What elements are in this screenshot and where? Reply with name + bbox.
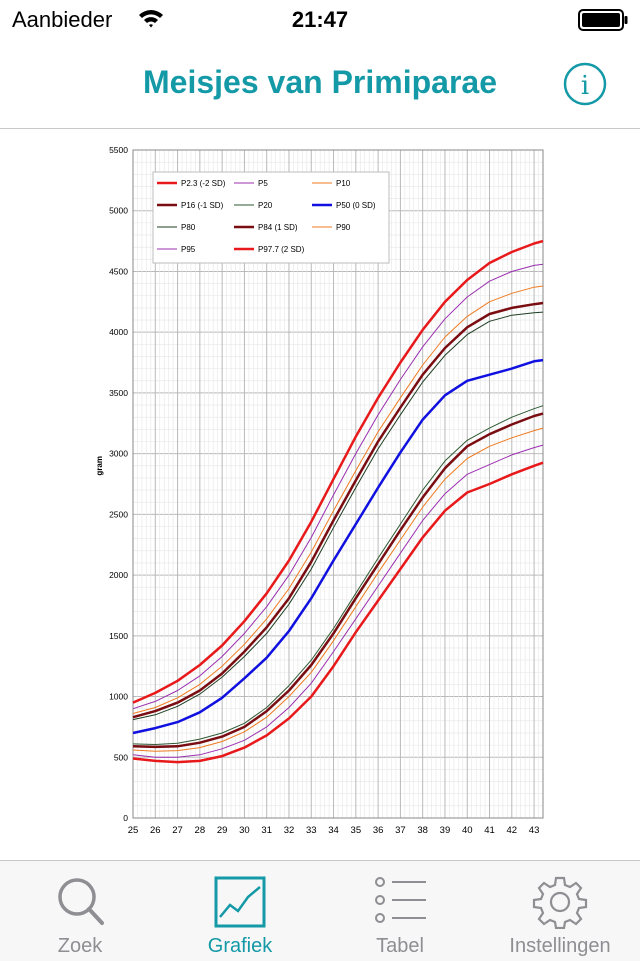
series-line xyxy=(132,301,544,719)
legend-label: P10 xyxy=(336,179,351,188)
y-axis-label: gram xyxy=(95,456,104,476)
chart-icon xyxy=(214,876,266,928)
x-tick-label: 36 xyxy=(373,825,384,836)
legend-label: P90 xyxy=(336,223,351,232)
x-tick-label: 40 xyxy=(462,825,473,836)
gear-icon xyxy=(532,876,588,929)
legend-label: P20 xyxy=(258,201,273,210)
y-tick-label: 4500 xyxy=(109,266,128,276)
x-tick-label: 31 xyxy=(261,825,272,836)
legend-label: P16 (-1 SD) xyxy=(181,201,224,210)
growth-chart-svg: 0 500 1000 1500 2000 2500 3000 3500 4000 4500 5000… xyxy=(95,145,544,836)
page-title: Meisjes van Primiparae xyxy=(143,64,497,100)
series-line xyxy=(132,285,544,714)
tab-instellingen[interactable]: Instellingen xyxy=(480,861,640,961)
y-tick-label: 5500 xyxy=(109,145,128,155)
list-icon xyxy=(375,877,426,923)
x-tick-label: 37 xyxy=(395,825,406,836)
x-tick-label: 30 xyxy=(239,825,250,836)
y-tick-label: 2500 xyxy=(109,509,128,519)
svg-text:i: i xyxy=(581,71,589,101)
tab-label: Tabel xyxy=(376,935,424,957)
series-line xyxy=(132,405,544,745)
x-tick-label: 33 xyxy=(306,825,317,836)
legend-label: P5 xyxy=(258,179,268,188)
info-circle-icon[interactable]: i xyxy=(563,62,607,106)
navigation-bar: Meisjes van Primiparae i xyxy=(0,40,640,129)
wifi-icon xyxy=(139,10,163,28)
y-tick-label: 3000 xyxy=(109,449,128,459)
y-tick-label: 4000 xyxy=(109,327,128,337)
x-tick-label: 32 xyxy=(284,825,295,836)
x-tick-label: 38 xyxy=(417,825,428,836)
legend-label: P97.7 (2 SD) xyxy=(258,245,305,254)
y-tick-label: 2000 xyxy=(109,570,128,580)
series-line xyxy=(132,444,544,758)
series-line xyxy=(132,239,544,704)
series-line xyxy=(132,461,544,764)
search-icon xyxy=(58,878,104,925)
tab-label: Zoek xyxy=(57,935,103,957)
x-tick-label: 43 xyxy=(529,825,540,836)
legend-label: P84 (1 SD) xyxy=(258,223,298,232)
y-tick-label: 500 xyxy=(114,752,128,762)
tab-label: Grafiek xyxy=(207,935,273,957)
tab-label: Instellingen xyxy=(509,935,611,957)
x-tick-label: 39 xyxy=(440,825,451,836)
y-tick-label: 0 xyxy=(123,813,128,823)
tab-zoek[interactable]: Zoek xyxy=(0,861,160,961)
tab-bar: Zoek Grafiek Tabel Instellingen xyxy=(0,860,640,961)
legend-label: P95 xyxy=(181,245,196,254)
series-line xyxy=(132,358,544,735)
series-line xyxy=(132,311,544,721)
legend-label: P50 (0 SD) xyxy=(336,201,376,210)
x-tick-label: 34 xyxy=(328,825,339,836)
x-tick-label: 28 xyxy=(195,825,206,836)
x-tick-label: 27 xyxy=(172,825,183,836)
series-line xyxy=(132,427,544,752)
y-tick-label: 1000 xyxy=(109,692,128,702)
growth-chart: 0 500 1000 1500 2000 2500 3000 3500 4000 4500 5000… xyxy=(0,129,640,860)
legend-label: P80 xyxy=(181,223,196,232)
x-tick-label: 41 xyxy=(484,825,495,836)
clock-label: 21:47 xyxy=(291,7,349,32)
plot-frame xyxy=(132,149,544,819)
x-tick-label: 35 xyxy=(351,825,362,836)
legend-label: P2.3 (-2 SD) xyxy=(181,179,226,188)
x-tick-label: 42 xyxy=(507,825,518,836)
tab-grafiek[interactable]: Grafiek xyxy=(160,861,320,961)
legend-box xyxy=(152,171,390,264)
x-tick-label: 25 xyxy=(128,825,139,836)
series-line xyxy=(132,412,544,749)
status-bar: Aanbieder 21:47 xyxy=(0,0,640,40)
y-tick-label: 5000 xyxy=(109,206,128,216)
series-line xyxy=(132,263,544,710)
x-tick-label: 29 xyxy=(217,825,228,836)
tab-tabel[interactable]: Tabel xyxy=(320,861,480,961)
battery-icon xyxy=(578,9,628,31)
y-tick-label: 3500 xyxy=(109,388,128,398)
y-tick-label: 1500 xyxy=(109,631,128,641)
x-tick-label: 26 xyxy=(150,825,161,836)
carrier-label: Aanbieder xyxy=(12,7,113,32)
